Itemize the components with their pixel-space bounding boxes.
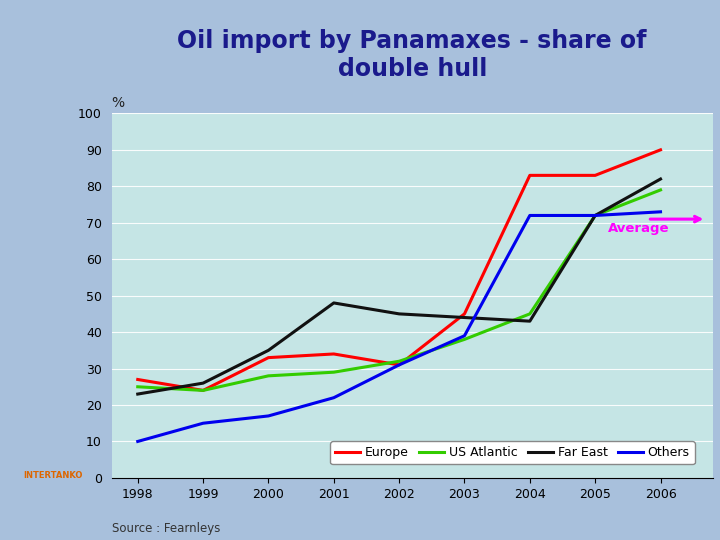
Line: Far East: Far East [138,179,660,394]
Legend: Europe, US Atlantic, Far East, Others: Europe, US Atlantic, Far East, Others [330,441,695,464]
Europe [591,172,600,179]
Others [199,420,207,427]
US Atlantic [199,387,207,394]
US Atlantic [330,369,338,375]
Far East [460,314,469,321]
Europe [395,362,403,368]
Text: Average: Average [608,222,670,235]
Line: Others: Others [138,212,660,442]
Far East [330,300,338,306]
US Atlantic [656,187,665,193]
US Atlantic [591,212,600,219]
US Atlantic [460,336,469,343]
Far East [395,310,403,317]
Europe [656,146,665,153]
Others [656,208,665,215]
Europe [133,376,142,383]
US Atlantic [526,310,534,317]
Europe [330,351,338,357]
Far East [133,391,142,397]
Text: Source : Fearnleys: Source : Fearnleys [112,522,220,535]
Far East [656,176,665,182]
Europe [199,387,207,394]
Others [330,394,338,401]
US Atlantic [395,358,403,365]
Europe [460,310,469,317]
Europe [526,172,534,179]
Others [460,333,469,339]
Far East [526,318,534,325]
Far East [264,347,273,354]
Others [133,438,142,445]
Others [526,212,534,219]
Others [395,362,403,368]
US Atlantic [264,373,273,379]
Line: Europe: Europe [138,150,660,390]
Europe [264,354,273,361]
Others [591,212,600,219]
Far East [199,380,207,387]
Far East [591,212,600,219]
Text: Oil import by Panamaxes - share of
double hull: Oil import by Panamaxes - share of doubl… [177,30,647,81]
US Atlantic [133,383,142,390]
Others [264,413,273,419]
Text: INTERTANKO: INTERTANKO [24,471,83,480]
Line: US Atlantic: US Atlantic [138,190,660,390]
Text: %: % [112,96,125,110]
